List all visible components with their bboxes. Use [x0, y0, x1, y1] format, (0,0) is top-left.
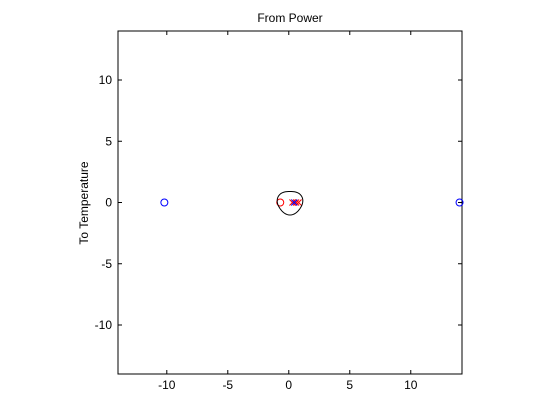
- plot-area: -10 -5 0 5 10 -10 -5 0 5 10: [95, 31, 463, 392]
- y-tick-label: 5: [105, 134, 112, 148]
- y-tick-label: -10: [95, 318, 113, 332]
- x-tick-label: -10: [158, 378, 176, 392]
- x-tick-label: 5: [346, 378, 353, 392]
- axes-box: [118, 31, 462, 374]
- x-tick-label: -5: [222, 378, 233, 392]
- y-axis-label: To Temperature: [77, 161, 91, 244]
- y-tick-label: 10: [99, 73, 113, 87]
- x-tick-label: 10: [404, 378, 418, 392]
- x-tick-label: 0: [285, 378, 292, 392]
- y-tick-label: 0: [105, 196, 112, 210]
- y-tick-label: -5: [101, 257, 112, 271]
- chart-title: From Power: [257, 11, 322, 25]
